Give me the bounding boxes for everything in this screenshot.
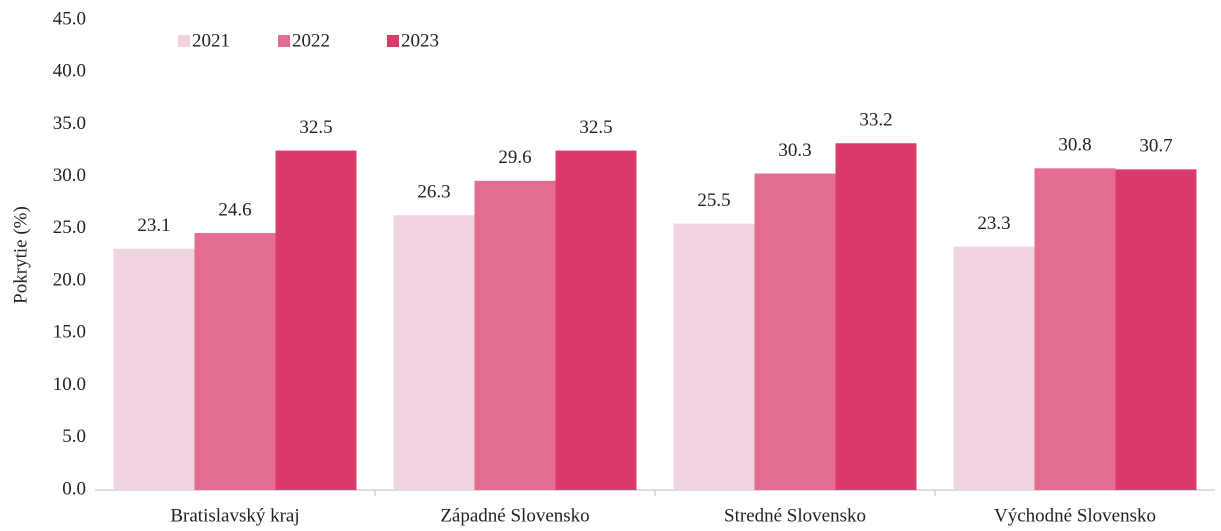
value-label: 32.5 (299, 117, 332, 138)
bar (555, 150, 637, 491)
value-label: 33.2 (859, 110, 892, 131)
value-label: 29.6 (498, 147, 531, 168)
value-label: 32.5 (579, 117, 612, 138)
y-tick-label: 25.0 (53, 217, 86, 238)
bar (673, 223, 755, 490)
y-tick-label: 40.0 (53, 61, 86, 82)
legend-label: 2021 (192, 30, 230, 51)
legend-swatch (387, 35, 399, 47)
bar (113, 248, 195, 490)
y-tick-label: 10.0 (53, 374, 86, 395)
x-tick-label: Východné Slovensko (994, 505, 1156, 526)
bar (953, 246, 1035, 490)
y-tick-label: 35.0 (53, 113, 86, 134)
value-label: 30.7 (1139, 136, 1172, 157)
bar (393, 215, 475, 491)
y-tick-label: 5.0 (62, 426, 86, 447)
y-tick-label: 15.0 (53, 322, 86, 343)
y-tick-label: 45.0 (53, 8, 86, 29)
legend-label: 2022 (292, 30, 330, 51)
legend-label: 2023 (401, 30, 439, 51)
y-tick-label: 0.0 (62, 478, 86, 499)
legend-swatch (278, 35, 290, 47)
legend-swatch (178, 35, 190, 47)
value-label: 23.1 (137, 215, 170, 236)
bar (754, 173, 836, 491)
value-label: 30.3 (778, 140, 811, 161)
bar (194, 233, 276, 491)
bar (835, 143, 917, 490)
value-label: 26.3 (417, 182, 450, 203)
x-tick-label: Stredné Slovensko (724, 505, 866, 526)
value-label: 24.6 (218, 199, 251, 220)
y-axis-label: Pokrytie (%) (10, 206, 31, 304)
x-tick-label: Bratislavský kraj (170, 505, 299, 526)
bar (1034, 168, 1116, 491)
bar (1115, 169, 1197, 490)
value-label: 23.3 (977, 213, 1010, 234)
bar (275, 150, 357, 491)
value-label: 30.8 (1058, 135, 1091, 156)
bar (474, 180, 556, 490)
y-tick-label: 20.0 (53, 269, 86, 290)
value-label: 25.5 (697, 190, 730, 211)
y-tick-label: 30.0 (53, 165, 86, 186)
x-tick-label: Západné Slovensko (440, 505, 589, 526)
